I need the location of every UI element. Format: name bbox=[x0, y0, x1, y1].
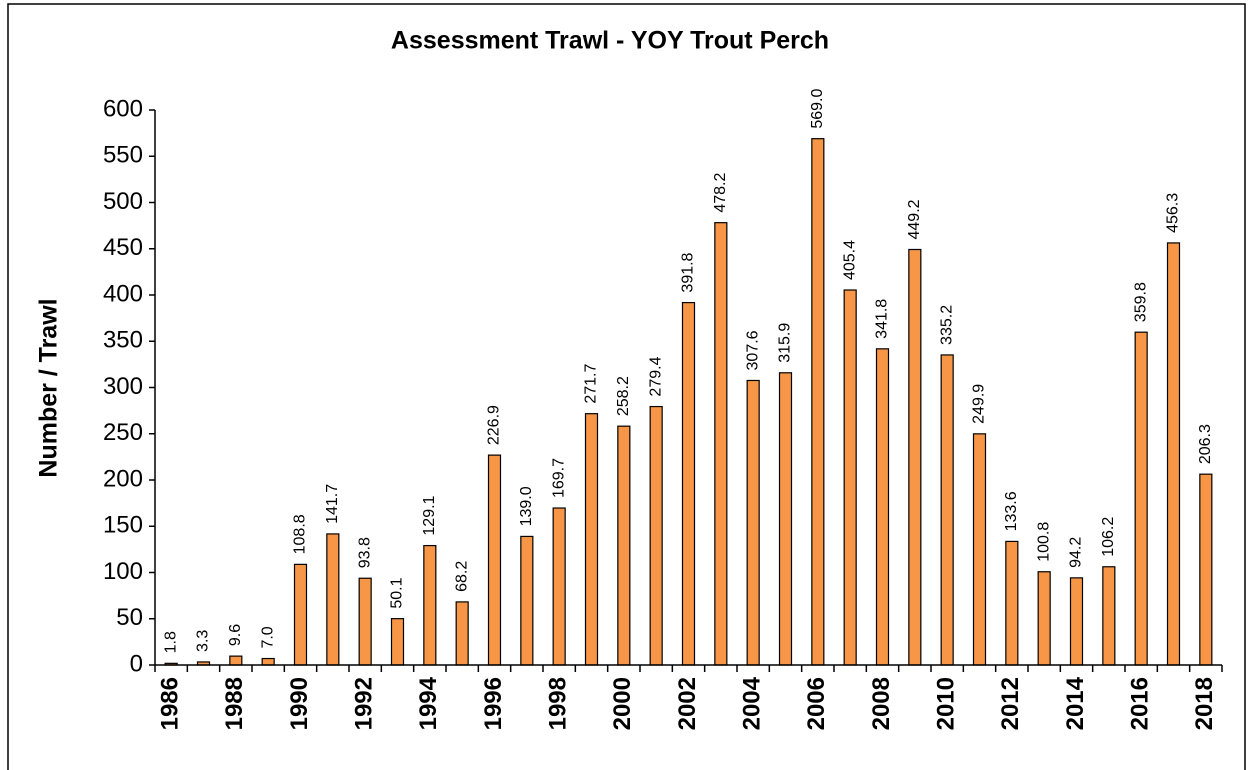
y-tick-label: 400 bbox=[103, 280, 143, 307]
value-label: 341.8 bbox=[874, 299, 891, 339]
x-tick-label: 2002 bbox=[674, 677, 701, 730]
bar bbox=[811, 138, 825, 666]
value-label: 141.7 bbox=[324, 484, 341, 524]
bar bbox=[649, 405, 663, 666]
bar bbox=[714, 222, 728, 666]
y-tick-label: 0 bbox=[130, 650, 143, 677]
bar bbox=[1069, 577, 1084, 666]
bar bbox=[423, 544, 437, 666]
x-tick-label: 2014 bbox=[1062, 676, 1089, 730]
value-label: 169.7 bbox=[550, 458, 567, 498]
y-tick-label: 350 bbox=[103, 327, 143, 354]
y-tick-label: 250 bbox=[103, 419, 143, 446]
bar bbox=[455, 601, 469, 666]
bar bbox=[940, 354, 954, 666]
value-label: 68.2 bbox=[453, 561, 470, 592]
bar bbox=[972, 433, 987, 666]
bar bbox=[746, 379, 760, 666]
value-label: 258.2 bbox=[615, 376, 632, 416]
value-label: 94.2 bbox=[1068, 537, 1085, 568]
bar bbox=[1199, 473, 1213, 666]
bar bbox=[552, 507, 566, 666]
value-label: 3.3 bbox=[195, 630, 212, 652]
y-tick-label: 100 bbox=[103, 558, 143, 585]
x-tick-label: 1990 bbox=[286, 677, 313, 730]
y-tick-label: 600 bbox=[103, 95, 143, 122]
value-label: 93.8 bbox=[356, 537, 373, 568]
chart-title: Assessment Trawl - YOY Trout Perch bbox=[391, 27, 829, 55]
bar bbox=[326, 533, 340, 666]
y-tick-label: 500 bbox=[103, 188, 143, 215]
value-label: 359.8 bbox=[1132, 282, 1149, 322]
bar bbox=[681, 301, 696, 666]
value-label: 50.1 bbox=[389, 577, 406, 608]
value-label: 1.8 bbox=[162, 631, 179, 653]
x-tick-label: 2010 bbox=[933, 677, 960, 730]
x-tick-label: 2006 bbox=[803, 677, 830, 730]
bar bbox=[390, 618, 405, 666]
value-label: 307.6 bbox=[744, 330, 761, 370]
x-tick-label: 2008 bbox=[868, 677, 895, 730]
bar bbox=[1166, 242, 1181, 666]
bar bbox=[778, 372, 793, 666]
x-tick-label: 1992 bbox=[351, 677, 378, 730]
x-tick-label: 2016 bbox=[1127, 677, 1154, 730]
bar bbox=[261, 657, 275, 666]
bar bbox=[293, 563, 308, 666]
y-tick-label: 450 bbox=[103, 234, 143, 261]
value-label: 279.4 bbox=[647, 356, 664, 396]
value-label: 449.2 bbox=[906, 199, 923, 239]
x-tick-label: 1994 bbox=[415, 676, 442, 730]
value-label: 139.0 bbox=[518, 486, 535, 526]
y-tick-label: 300 bbox=[103, 373, 143, 400]
bar bbox=[1037, 571, 1051, 666]
bar bbox=[1134, 331, 1148, 666]
value-label: 478.2 bbox=[712, 173, 729, 213]
y-axis-label: Number / Trawl bbox=[35, 298, 63, 477]
value-label: 271.7 bbox=[583, 364, 600, 404]
y-tick-label: 150 bbox=[103, 512, 143, 539]
value-label: 226.9 bbox=[486, 405, 503, 445]
bar bbox=[908, 248, 922, 666]
value-label: 456.3 bbox=[1165, 193, 1182, 233]
value-label: 106.2 bbox=[1100, 517, 1117, 557]
x-tick-label: 1986 bbox=[157, 677, 184, 730]
value-label: 569.0 bbox=[809, 89, 826, 129]
value-label: 335.2 bbox=[938, 305, 955, 345]
value-label: 108.8 bbox=[292, 514, 309, 554]
bar bbox=[875, 348, 890, 666]
bar bbox=[358, 577, 372, 666]
x-tick-label: 2012 bbox=[997, 677, 1024, 730]
y-tick-label: 50 bbox=[116, 604, 143, 631]
value-label: 405.4 bbox=[841, 240, 858, 280]
x-tick-label: 1998 bbox=[545, 677, 572, 730]
y-tick-label: 200 bbox=[103, 465, 143, 492]
value-label: 249.9 bbox=[971, 384, 988, 424]
bar bbox=[1005, 540, 1019, 666]
x-tick-label: 1996 bbox=[480, 677, 507, 730]
x-tick-label: 2004 bbox=[739, 676, 766, 730]
bar bbox=[843, 289, 857, 666]
bar bbox=[617, 425, 631, 666]
bar bbox=[520, 535, 534, 666]
value-label: 9.6 bbox=[227, 624, 244, 646]
value-label: 206.3 bbox=[1197, 424, 1214, 464]
x-tick-label: 1988 bbox=[221, 677, 248, 730]
x-tick-label: 2018 bbox=[1191, 677, 1218, 730]
value-label: 129.1 bbox=[421, 495, 438, 535]
value-label: 133.6 bbox=[1003, 491, 1020, 531]
bar bbox=[1102, 566, 1116, 666]
bar bbox=[487, 454, 502, 666]
bar bbox=[229, 655, 243, 666]
bar bbox=[584, 413, 599, 666]
value-label: 315.9 bbox=[777, 323, 794, 363]
x-tick-label: 2000 bbox=[609, 677, 636, 730]
value-label: 391.8 bbox=[680, 252, 697, 292]
y-tick-label: 550 bbox=[103, 142, 143, 169]
value-label: 100.8 bbox=[1035, 522, 1052, 562]
value-label: 7.0 bbox=[259, 626, 276, 648]
